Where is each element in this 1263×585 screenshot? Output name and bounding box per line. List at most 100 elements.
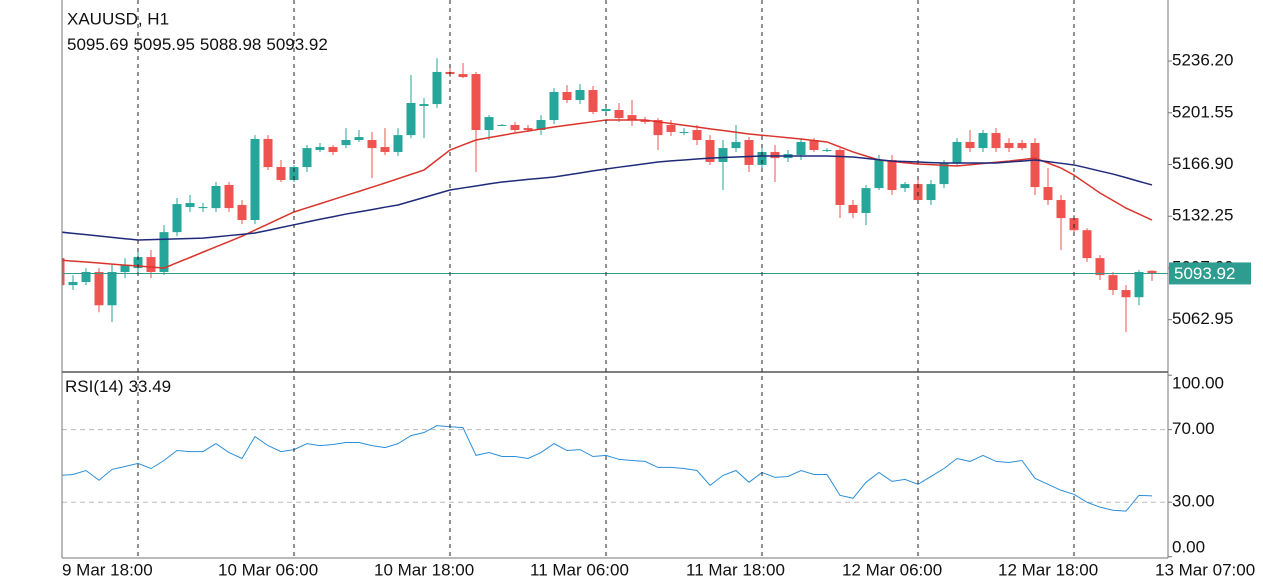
candle-body: [484, 117, 494, 131]
candle-body: [432, 71, 442, 105]
candle-body: [81, 271, 91, 282]
candle-body: [991, 133, 1001, 149]
candle-body: [133, 257, 143, 269]
candle-body: [666, 124, 676, 132]
close-value: 5093.92: [266, 35, 327, 54]
candle-body: [952, 141, 962, 164]
candle-body: [1030, 143, 1040, 188]
candle-body: [796, 141, 806, 155]
candle-body: [406, 103, 416, 136]
symbol-title: XAUUSD, H1: [67, 9, 169, 28]
y-tick-label: 0.00: [1172, 537, 1205, 556]
candle-body: [757, 151, 767, 165]
y-tick-label: 70.00: [1172, 419, 1215, 438]
candle-body: [172, 204, 182, 233]
candle-body: [1082, 230, 1092, 259]
candle-body: [835, 150, 845, 205]
candle-body: [94, 271, 104, 306]
candle-body: [510, 124, 520, 131]
x-tick-label: 9 Mar 18:00: [62, 560, 153, 579]
candle-body: [536, 120, 546, 131]
candle-body: [250, 138, 260, 221]
candle-body: [978, 133, 988, 149]
candle-body: [341, 140, 351, 146]
candle-body: [939, 163, 949, 185]
candle-body: [718, 148, 728, 162]
candle-body: [367, 140, 377, 149]
rsi-plot: [62, 425, 1168, 512]
y-tick-label: 5166.90: [1172, 154, 1233, 173]
candle-body: [731, 141, 741, 149]
high-value: 5095.95: [133, 35, 194, 54]
candle-body: [770, 151, 780, 159]
candle-body: [809, 140, 819, 151]
x-tick-label: 13 Mar 07:00: [1155, 560, 1255, 579]
low-value: 5088.98: [200, 35, 261, 54]
candle-body: [744, 140, 754, 165]
y-tick-label: 100.00: [1172, 373, 1224, 392]
open-value: 5095.69: [67, 35, 128, 54]
candle-body: [1043, 187, 1053, 201]
candle-body: [549, 91, 559, 121]
candle-body: [159, 232, 169, 272]
candle-body: [289, 167, 299, 181]
candle-body: [393, 135, 403, 152]
candle-body: [926, 184, 936, 201]
candle-body: [822, 150, 832, 152]
candle-body: [263, 138, 273, 168]
candle-body: [965, 141, 975, 149]
candle-body: [601, 108, 611, 112]
candle-body: [1108, 275, 1118, 291]
y-tick-label: 5132.25: [1172, 206, 1233, 225]
candle-body: [523, 128, 533, 131]
axes: 5062.955097.605132.255166.905201.555236.…: [62, 51, 1255, 580]
y-tick-label: 30.00: [1172, 492, 1215, 511]
candle-body: [1004, 143, 1014, 149]
y-tick-label: 5062.95: [1172, 309, 1233, 328]
last-price-badge: [1169, 262, 1251, 285]
candle-body: [211, 186, 221, 209]
candle-body: [497, 124, 507, 126]
candle-body: [1147, 270, 1157, 274]
x-tick-label: 12 Mar 06:00: [842, 560, 942, 579]
candle-body: [419, 104, 429, 106]
candle-body: [588, 90, 598, 112]
candle-body: [380, 147, 390, 152]
candle-body: [1134, 271, 1144, 298]
candle-body: [1017, 143, 1027, 149]
candle-body: [562, 91, 572, 101]
rsi-current: 33.49: [129, 377, 172, 396]
x-tick-label: 10 Mar 18:00: [374, 560, 474, 579]
candle-body: [68, 281, 78, 286]
y-tick-label: 5236.20: [1172, 51, 1233, 70]
candle-body: [120, 264, 130, 272]
candle-body: [328, 147, 338, 152]
candle-body: [627, 115, 637, 121]
candle-body: [354, 137, 364, 141]
candle-body: [575, 90, 585, 101]
candle-body: [198, 207, 208, 209]
candle-body: [1056, 200, 1066, 219]
candle-body: [1121, 290, 1131, 298]
candle-body: [458, 74, 468, 78]
candle-body: [900, 184, 910, 189]
candle-body: [861, 188, 871, 214]
candle-body: [185, 203, 195, 208]
rsi-title: RSI(14) 33.49: [65, 377, 171, 396]
candle-body: [874, 160, 884, 189]
candle-body: [237, 204, 247, 221]
candle-body: [276, 167, 286, 181]
candle-body: [471, 74, 481, 131]
candle-body: [224, 184, 234, 209]
candle-body: [705, 140, 715, 162]
x-tick-label: 10 Mar 06:00: [218, 560, 318, 579]
candle-body: [848, 204, 858, 214]
last-price-label: 5093.92: [1174, 264, 1235, 283]
candle-body: [692, 130, 702, 141]
x-tick-label: 11 Mar 06:00: [530, 560, 629, 579]
candle-body: [107, 271, 117, 306]
candle-body: [614, 110, 624, 119]
ohlc-readout: 5095.69 5095.95 5088.98 5093.92: [67, 35, 328, 54]
x-tick-label: 12 Mar 18:00: [998, 560, 1098, 579]
